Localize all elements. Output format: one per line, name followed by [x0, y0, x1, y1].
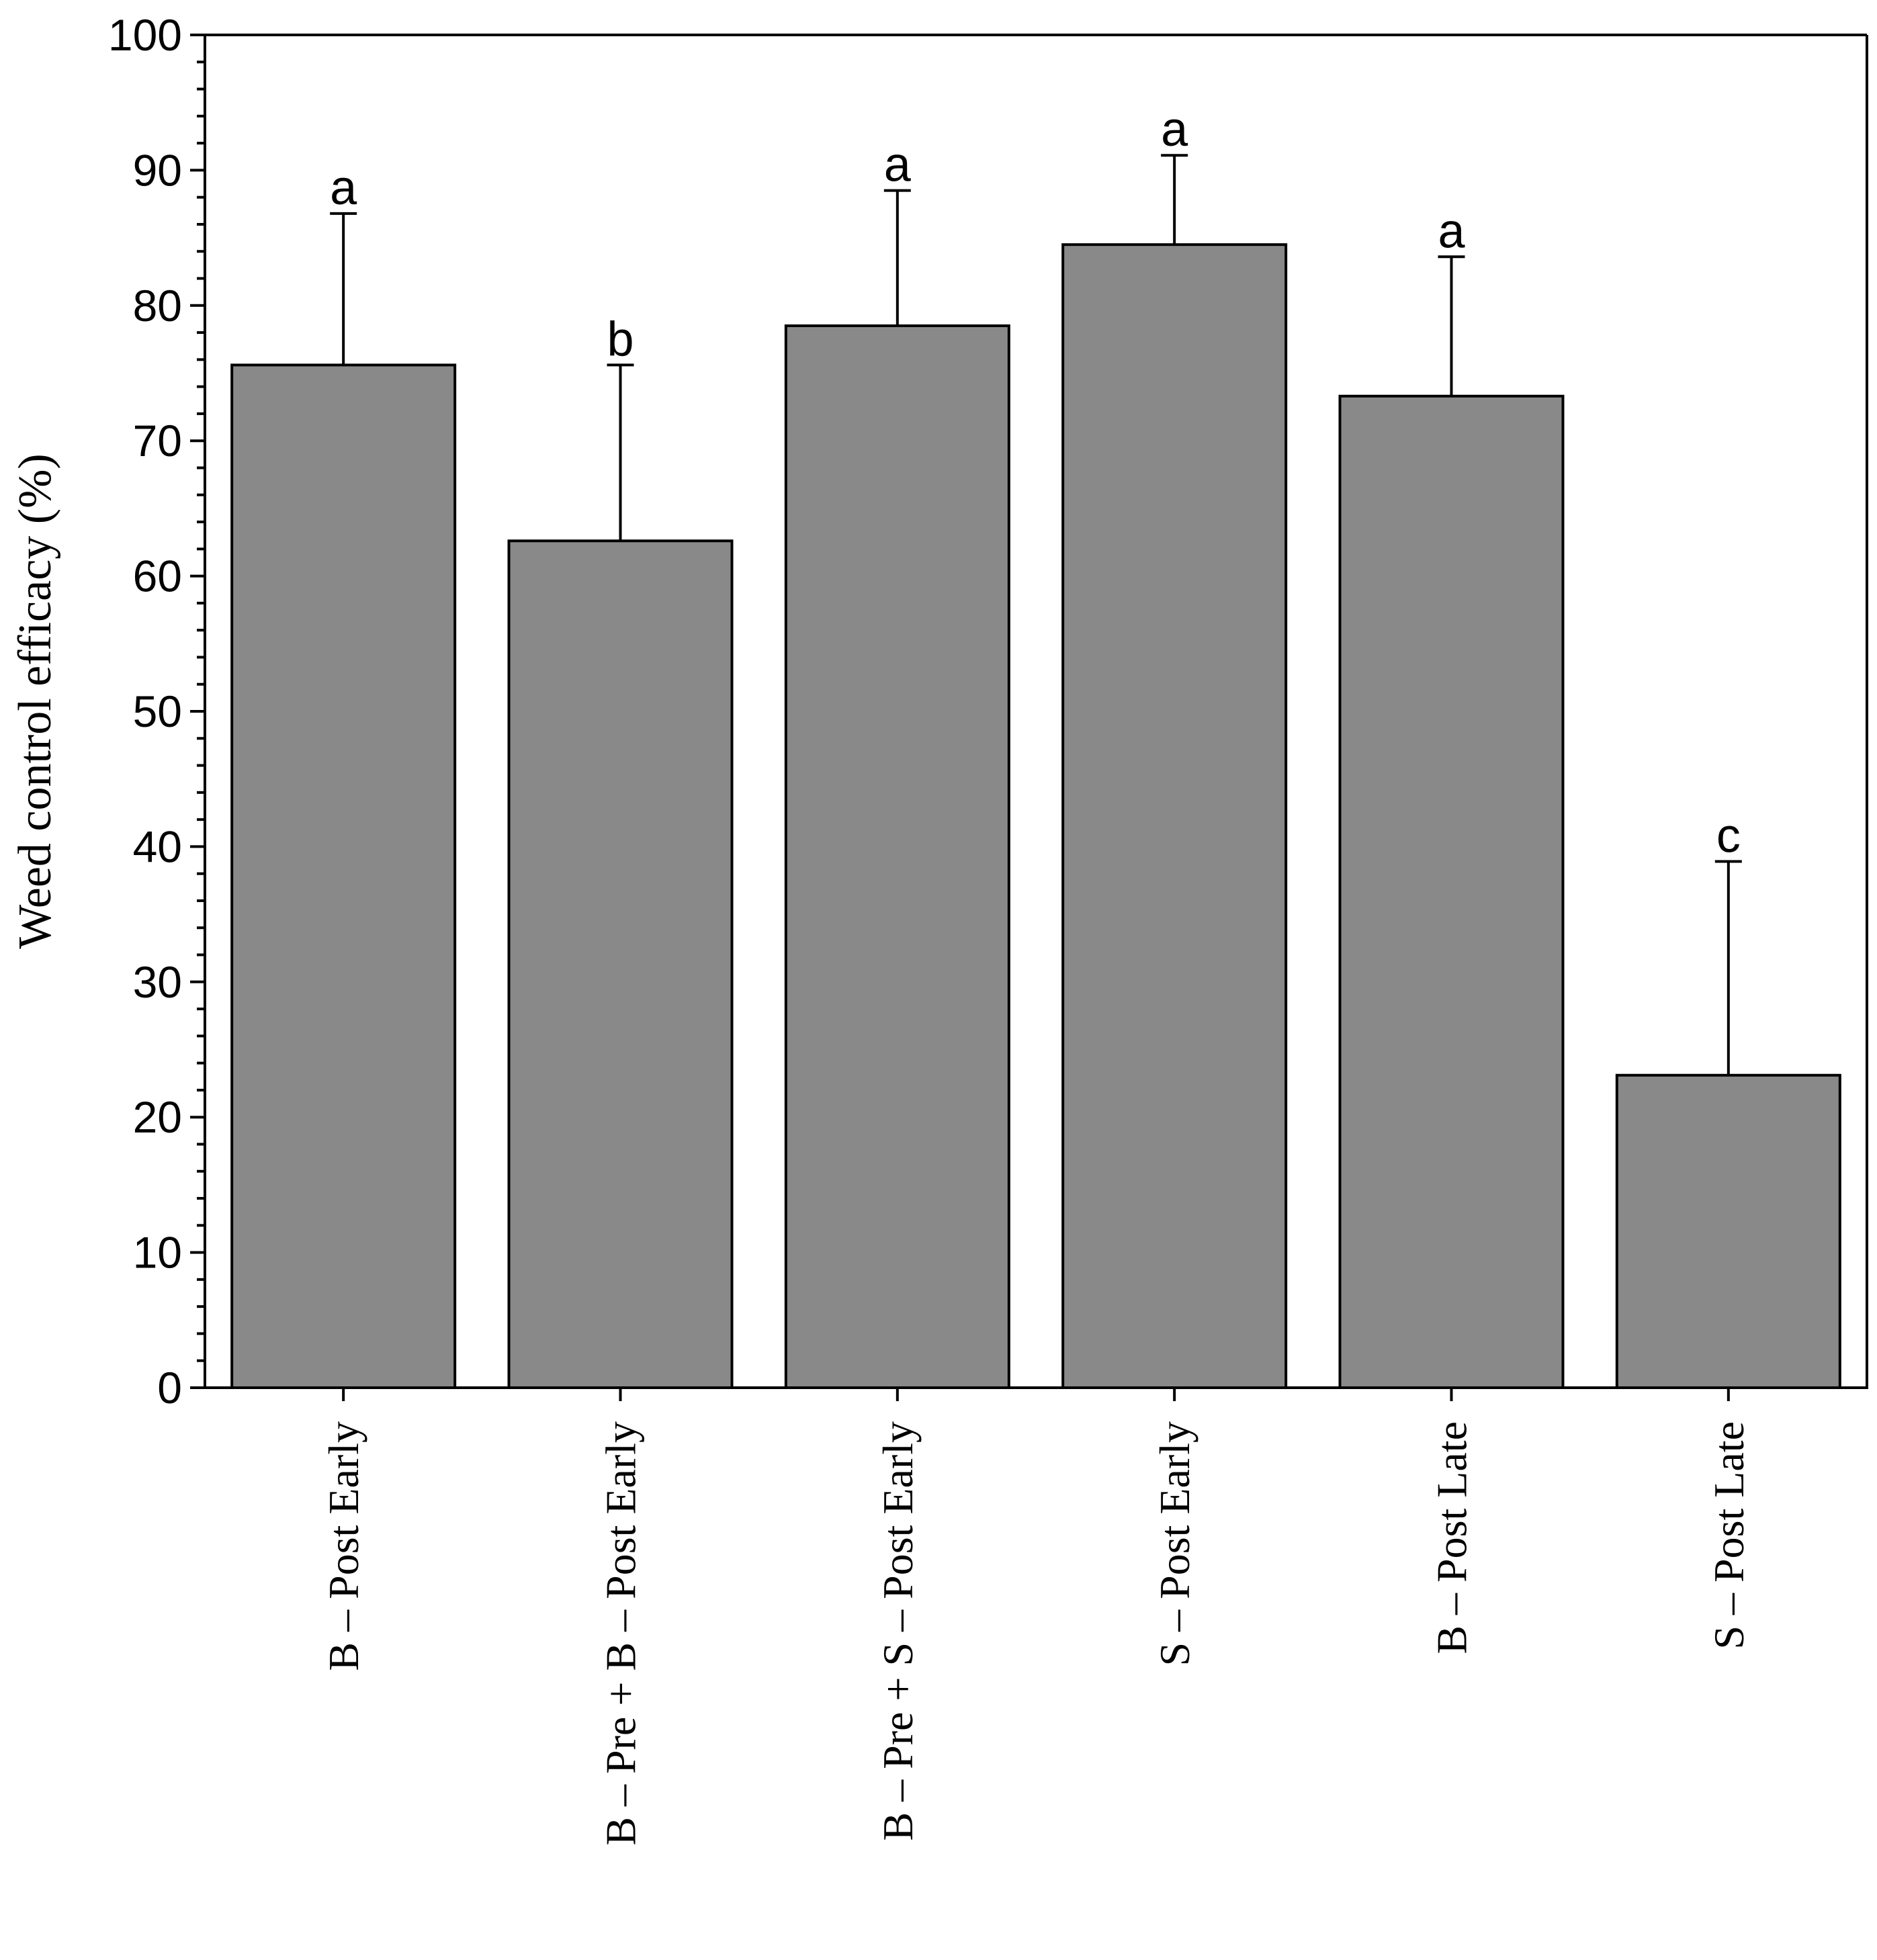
significance-letter: a	[330, 161, 357, 215]
bar	[1061, 243, 1288, 1389]
y-tick-label: 60	[133, 551, 182, 601]
bar	[1615, 1073, 1841, 1389]
x-category-label: B – Pre + B – Post Early	[597, 1421, 645, 1846]
error-bars	[330, 154, 1742, 1075]
bar	[507, 539, 734, 1390]
significance-letter: b	[607, 312, 634, 366]
significance-letter: a	[1161, 103, 1188, 157]
x-category-label: S – Post Late	[1705, 1421, 1753, 1650]
y-axis-title: Weed control efficacy (%)	[9, 453, 61, 948]
x-category-label: B – Post Late	[1428, 1421, 1476, 1654]
y-tick-label: 10	[133, 1228, 182, 1278]
significance-letter: a	[1438, 204, 1465, 258]
bar	[1338, 394, 1565, 1389]
x-category-labels: B – Post Early B – Pre + B – Post Early B …	[320, 1421, 1753, 1846]
y-tick-label: 50	[133, 686, 182, 736]
y-tick-label: 20	[133, 1092, 182, 1142]
plot-frame	[204, 34, 1868, 1389]
x-category-label: B – Post Early	[320, 1421, 367, 1671]
y-tick-label: 80	[133, 281, 182, 330]
significance-labels: a b a a a c	[330, 103, 1741, 862]
y-tick-label: 40	[133, 821, 182, 871]
y-tick-label: 100	[108, 10, 182, 60]
y-tick-label: 90	[133, 145, 182, 195]
bar	[230, 363, 457, 1389]
significance-letter: c	[1716, 809, 1741, 863]
significance-letter: a	[884, 138, 912, 192]
x-ticks	[342, 1388, 1730, 1401]
y-tick-label: 0	[157, 1363, 182, 1413]
x-category-label: S – Post Early	[1151, 1421, 1198, 1666]
y-tick-label: 30	[133, 957, 182, 1007]
bars	[230, 243, 1841, 1390]
y-tick-label: 70	[133, 416, 182, 465]
y-major-ticks	[190, 34, 205, 1389]
y-tick-labels: 0 10 20 30 40 50 60 70 80 90 100	[108, 10, 182, 1413]
bar	[784, 324, 1010, 1389]
x-category-label: B – Pre + S – Post Early	[874, 1421, 922, 1841]
